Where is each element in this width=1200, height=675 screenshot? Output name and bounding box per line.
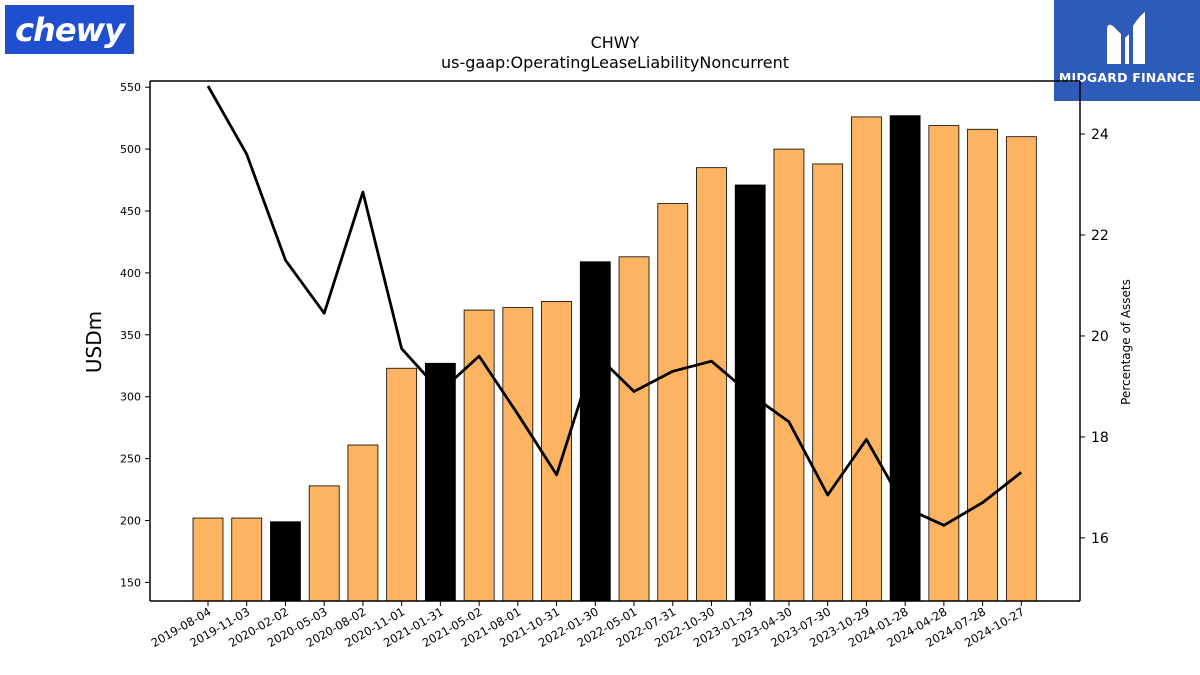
bar-2021-10-31 [541, 300, 572, 602]
bar-2023-10-29 [851, 116, 882, 602]
axes-layer: 1502002503003504004505005501618202224201… [120, 80, 1109, 650]
y-tick-label-550: 550 [120, 81, 141, 94]
bar-2022-10-30 [696, 167, 727, 602]
y-tick-label-200: 200 [120, 515, 141, 528]
midgard-mark-icon [1107, 12, 1145, 65]
bar-2020-05-03 [308, 485, 340, 602]
bar-2020-08-02 [347, 444, 379, 602]
bar-2023-04-30 [773, 148, 805, 602]
bar-2022-05-01 [618, 256, 650, 602]
y-axis-label: USDm [82, 311, 106, 373]
y2-axis-label: Percentage of Assets [1119, 279, 1133, 405]
bar-2022-01-30 [579, 261, 611, 602]
y-tick-label-250: 250 [120, 453, 141, 466]
y2-tick-label-22: 22 [1091, 228, 1109, 244]
bar-2021-01-31 [424, 362, 456, 602]
percentage-line [206, 85, 1023, 527]
midgard-finance-name: MIDGARD FINANCE [1058, 70, 1196, 85]
bar-2020-02-02 [270, 521, 301, 602]
bar-2024-10-27 [1005, 136, 1037, 602]
bar-2023-07-30 [812, 163, 844, 602]
y2-tick-label-20: 20 [1091, 329, 1109, 345]
y-tick-label-300: 300 [120, 391, 141, 404]
chart-subtitle: us-gaap:OperatingLeaseLiabilityNoncurren… [441, 53, 789, 72]
bar-2019-11-03 [231, 517, 263, 602]
bar-2019-08-04 [192, 517, 224, 602]
y2-tick-label-24: 24 [1091, 127, 1109, 143]
chewy-logo-text: chewy [15, 10, 125, 49]
line-layer [206, 85, 1023, 527]
y2-tick-label-16: 16 [1091, 531, 1109, 547]
bar-2024-01-28 [889, 115, 921, 602]
chart-title: CHWY [591, 33, 640, 52]
bar-2024-04-28 [928, 125, 960, 602]
bar-2021-05-02 [463, 309, 495, 602]
y-tick-label-450: 450 [120, 205, 141, 218]
bar-2024-07-28 [967, 128, 998, 602]
bar-2022-07-31 [657, 203, 689, 602]
y-tick-label-500: 500 [120, 143, 141, 156]
midgard-finance-logo: MIDGARD FINANCE [1054, 0, 1200, 101]
bars-layer [192, 115, 1037, 602]
chewy-logo: chewy [5, 5, 134, 54]
y-tick-label-350: 350 [120, 329, 141, 342]
y-tick-label-400: 400 [120, 267, 141, 280]
y2-tick-label-18: 18 [1091, 430, 1109, 446]
bar-2020-11-01 [386, 367, 418, 602]
bar-2021-08-01 [502, 307, 534, 602]
y-tick-label-150: 150 [120, 576, 141, 589]
